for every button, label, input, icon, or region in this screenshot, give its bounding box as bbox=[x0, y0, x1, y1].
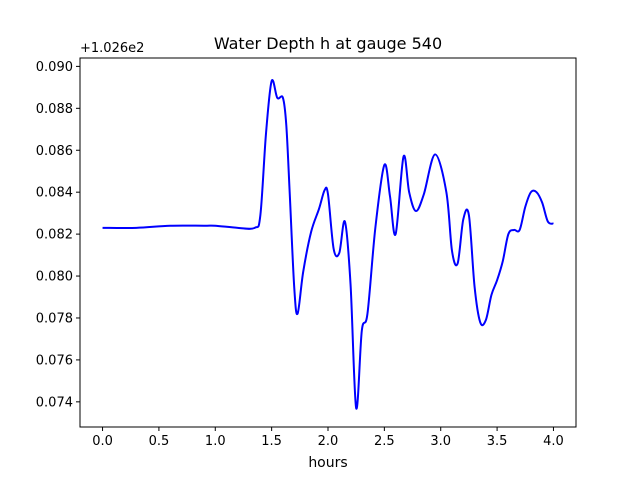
x-tick-label: 2.0 bbox=[318, 434, 339, 449]
water-depth-line bbox=[102, 78, 554, 410]
y-tick-label: 0.088 bbox=[36, 102, 73, 117]
y-axis: 0.074 0.076 0.078 0.080 0.082 0.084 0.086 0.088… bbox=[36, 60, 80, 410]
y-offset-label: +1.026e2 bbox=[80, 41, 144, 56]
plot-area bbox=[102, 78, 554, 410]
x-tick-label: 1.5 bbox=[261, 434, 282, 449]
y-tick-label: 0.078 bbox=[36, 311, 73, 326]
y-tick-label: 0.082 bbox=[36, 228, 73, 243]
y-tick-label: 0.080 bbox=[36, 270, 73, 285]
y-tick-label: 0.084 bbox=[36, 186, 73, 201]
x-tick-label: 1.0 bbox=[205, 434, 226, 449]
x-tick-label: 4.0 bbox=[543, 434, 564, 449]
x-axis: 0.0 0.5 1.0 1.5 2.0 2.5 3.0 3.5 4.0 bbox=[92, 427, 564, 449]
x-axis-label: hours bbox=[308, 455, 347, 471]
y-tick-label: 0.076 bbox=[36, 353, 73, 368]
x-tick-label: 0.5 bbox=[149, 434, 170, 449]
x-tick-label: 3.0 bbox=[430, 434, 451, 449]
y-tick-label: 0.086 bbox=[36, 144, 73, 159]
x-tick-label: 0.0 bbox=[92, 434, 113, 449]
chart-title: Water Depth h at gauge 540 bbox=[214, 34, 442, 53]
x-tick-label: 2.5 bbox=[374, 434, 395, 449]
y-tick-label: 0.074 bbox=[36, 395, 73, 410]
y-tick-label: 0.090 bbox=[36, 60, 73, 75]
x-tick-label: 3.5 bbox=[487, 434, 508, 449]
